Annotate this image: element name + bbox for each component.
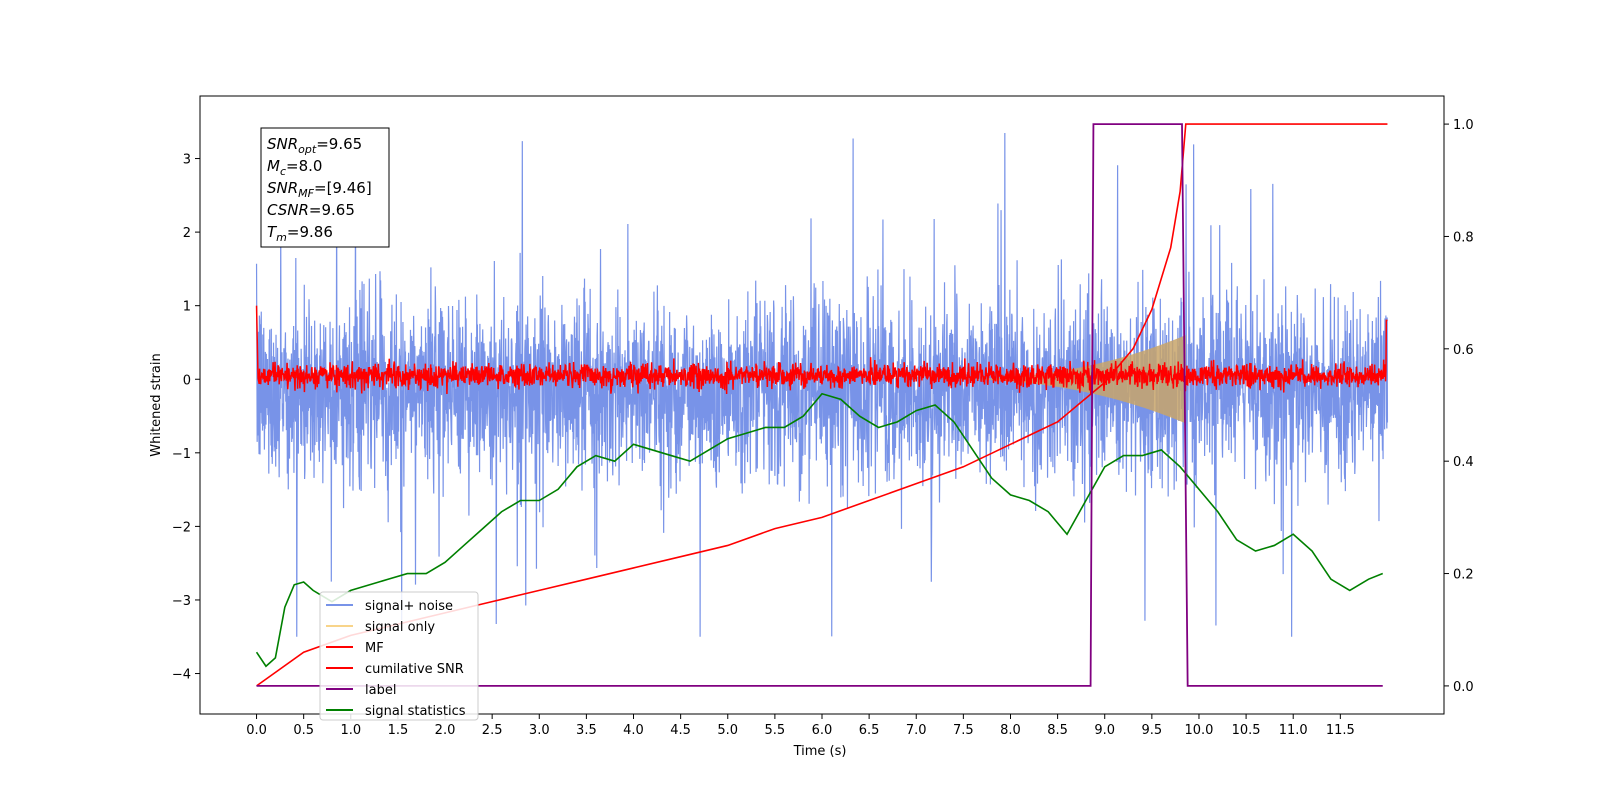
annotation-line: SNRopt=9.65 [267,135,362,156]
annotation-line: Mc=8.0 [267,157,322,178]
y-right-tick-label: 0.8 [1453,230,1474,245]
x-tick-label: 0.0 [246,723,267,738]
annotation-frame [260,127,390,248]
x-tick-label: 7.0 [906,723,927,738]
x-tick-label: 11.0 [1279,723,1308,738]
x-tick-label: 3.0 [529,723,550,738]
legend-label: MF [365,641,384,656]
legend-label: cumilative SNR [365,662,464,677]
series-label [256,123,1383,687]
series-mf [255,305,1388,394]
y-axis-left: 3 2 1 0 −1 −2 −3 −4 [172,153,200,683]
x-tick-label: 2.5 [482,723,503,738]
x-tick-label: 8.5 [1047,723,1068,738]
x-tick-label: 8.0 [1000,723,1021,738]
x-tick-label: 6.0 [812,723,833,738]
x-tick-label: 3.5 [576,723,597,738]
x-tick-label: 0.5 [293,723,314,738]
y-tick-label: 3 [183,153,191,168]
x-tick-label: 7.5 [953,723,974,738]
x-tick-label: 6.5 [859,723,880,738]
annotation-line: CSNR=9.65 [267,201,355,219]
x-tick-label: 1.5 [388,723,409,738]
series-signal-noise [255,132,1389,637]
y-right-tick-label: 1.0 [1453,118,1474,133]
y-axis-right: 1.0 0.8 0.6 0.4 0.2 0.0 [1444,118,1474,695]
series-signal-only [963,335,1186,424]
y-axis-label: Whitened strain [149,353,164,456]
y-tick-label: −4 [172,668,191,683]
x-tick-label: 9.0 [1094,723,1115,738]
y-tick-label: −1 [172,447,191,462]
y-right-tick-label: 0.2 [1453,568,1474,583]
x-tick-label: 4.0 [623,723,644,738]
x-tick-label: 5.5 [765,723,786,738]
x-tick-label: 1.0 [340,723,361,738]
x-tick-label: 5.0 [717,723,738,738]
x-tick-label: 10.0 [1184,723,1213,738]
x-tick-label: 10.5 [1232,723,1261,738]
y-tick-label: 1 [183,300,191,315]
legend-label: label [365,683,396,698]
y-tick-label: −3 [172,594,191,609]
annotation-line: Tm=9.86 [267,223,333,244]
y-right-tick-label: 0.6 [1453,343,1474,358]
x-axis-label: Time (s) [793,744,847,759]
x-axis: 0.0 0.5 1.0 1.5 2.0 2.5 3.0 3.5 4.0 4.5 5.0 5.5 6.0 6… [246,714,1355,738]
y-right-tick-label: 0.0 [1453,680,1474,695]
legend-label: signal statistics [365,704,466,719]
annotation-line: SNRMF=[9.46] [267,179,372,200]
y-tick-label: 2 [183,226,191,241]
x-tick-label: 4.5 [670,723,691,738]
x-tick-label: 9.5 [1142,723,1163,738]
y-tick-label: −2 [172,520,191,535]
legend: signal+ noise signal only MF cumilative SNR… [319,591,479,721]
legend-label: signal+ noise [365,599,453,614]
x-tick-label: 11.5 [1326,723,1355,738]
legend-frame [319,591,479,721]
x-tick-label: 2.0 [435,723,456,738]
legend-label: signal only [365,620,435,635]
y-tick-label: 0 [183,373,191,388]
y-right-tick-label: 0.4 [1453,455,1474,470]
